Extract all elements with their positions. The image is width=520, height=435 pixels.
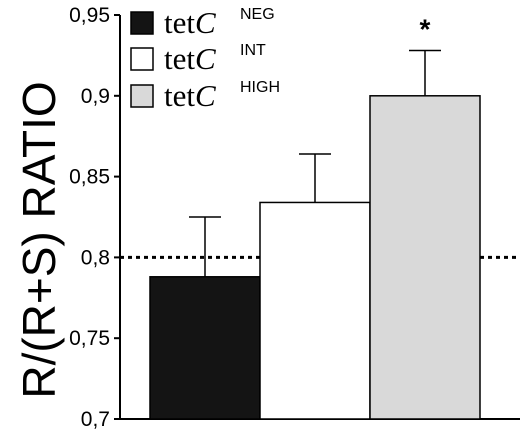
legend-label: tetC [164,5,216,40]
bar [259,201,371,420]
legend-label-italic: C [195,5,216,40]
legend-entry: tetC INT [130,41,266,76]
legend-label-italic: C [195,78,216,113]
y-tick-label: 0,7 [81,408,110,431]
legend-entry: tetC NEG [130,5,275,40]
legend-label-italic: C [195,41,216,76]
legend-label-superscript: HIGH [240,79,280,96]
legend-label-prefix: tet [164,41,195,76]
legend-label-prefix: tet [164,78,195,113]
significance-marker: * [420,14,431,45]
y-axis-label: R/(R+S) RATIO [13,81,65,398]
bar [369,95,481,420]
legend-label-superscript: NEG [240,6,275,23]
y-tick-label: 0,8 [81,246,110,269]
legend-label: tetC [164,78,216,113]
bar [149,276,261,420]
legend-swatch [130,84,154,108]
y-tick-label: 0,95 [69,4,110,27]
y-axis-ticks: 0,7 0,75 0,8 0,85 0,9 0,95 [69,4,120,431]
legend-label: tetC [164,41,216,76]
legend-label-prefix: tet [164,5,195,40]
y-tick-label: 0,9 [81,85,110,108]
legend-entry: tetC HIGH [130,78,280,113]
y-tick-label: 0,75 [69,327,110,350]
legend-swatch [130,11,154,35]
y-tick-label: 0,85 [69,166,110,189]
bars: * [149,14,481,420]
legend-swatch [130,47,154,71]
legend-label-superscript: INT [240,42,266,59]
